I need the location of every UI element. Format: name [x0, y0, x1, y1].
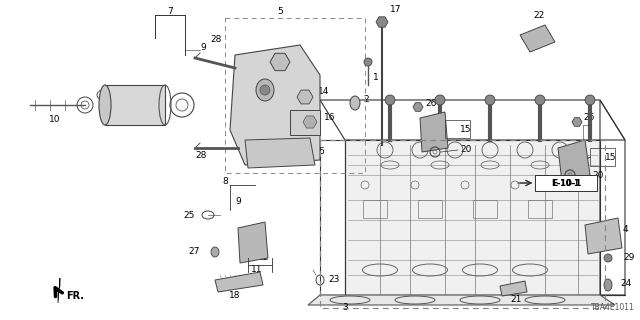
Polygon shape: [520, 25, 555, 52]
Polygon shape: [270, 53, 290, 71]
Text: 20: 20: [592, 171, 604, 180]
Text: 9: 9: [235, 197, 241, 206]
Text: 17: 17: [390, 5, 401, 14]
Ellipse shape: [211, 247, 219, 257]
Circle shape: [260, 85, 270, 95]
Text: 8: 8: [222, 178, 228, 187]
Ellipse shape: [350, 96, 360, 110]
Bar: [590, 148, 615, 166]
Polygon shape: [558, 140, 590, 182]
Polygon shape: [376, 17, 388, 27]
Text: 15: 15: [605, 153, 616, 162]
Polygon shape: [585, 218, 622, 254]
Text: 25: 25: [184, 211, 195, 220]
Polygon shape: [420, 112, 448, 152]
Text: 26: 26: [425, 99, 436, 108]
Text: 27: 27: [189, 247, 200, 257]
Ellipse shape: [256, 79, 274, 101]
Text: 6: 6: [318, 148, 324, 156]
Bar: [320, 140, 605, 308]
Polygon shape: [230, 45, 320, 165]
Text: 18: 18: [229, 291, 241, 300]
Text: E-10-1: E-10-1: [552, 179, 580, 188]
Circle shape: [435, 95, 445, 105]
Polygon shape: [297, 90, 313, 104]
Text: 28: 28: [210, 36, 221, 44]
Text: 26: 26: [583, 114, 595, 123]
Text: 19: 19: [255, 76, 266, 84]
Polygon shape: [245, 138, 315, 168]
Text: 29: 29: [623, 252, 634, 261]
Bar: [290, 110, 320, 135]
Polygon shape: [238, 222, 268, 263]
Bar: [445, 120, 470, 138]
Text: E-10-1: E-10-1: [551, 179, 581, 188]
Text: 21: 21: [510, 294, 522, 303]
Polygon shape: [413, 103, 423, 111]
Polygon shape: [308, 295, 615, 305]
Text: 7: 7: [167, 6, 173, 15]
Ellipse shape: [604, 279, 612, 291]
Text: 20: 20: [460, 146, 472, 155]
Text: 16: 16: [324, 114, 335, 123]
Bar: [418, 200, 442, 218]
Text: 3: 3: [342, 303, 348, 313]
Text: 9: 9: [200, 44, 205, 52]
Circle shape: [364, 58, 372, 66]
Text: 1: 1: [373, 74, 379, 83]
Text: 4: 4: [623, 226, 628, 235]
Text: 2: 2: [363, 95, 369, 105]
Polygon shape: [215, 272, 263, 292]
Bar: [225, 18, 365, 173]
Circle shape: [385, 95, 395, 105]
Text: 22: 22: [533, 11, 544, 20]
Bar: [528, 200, 552, 218]
Ellipse shape: [99, 85, 111, 125]
Text: 10: 10: [49, 116, 61, 124]
Polygon shape: [500, 281, 527, 296]
Text: 28: 28: [195, 150, 206, 159]
Text: 15: 15: [460, 125, 472, 134]
Circle shape: [604, 254, 612, 262]
Polygon shape: [303, 116, 317, 128]
Bar: [535, 175, 597, 191]
Text: 14: 14: [318, 87, 330, 97]
Polygon shape: [58, 278, 60, 303]
Text: 11: 11: [252, 266, 263, 275]
Polygon shape: [572, 118, 582, 126]
Text: 23: 23: [328, 276, 339, 284]
Text: 13: 13: [271, 50, 283, 59]
Circle shape: [585, 95, 595, 105]
Bar: [320, 140, 605, 308]
Bar: [535, 175, 597, 191]
Text: TBA4E1011: TBA4E1011: [591, 303, 635, 312]
Polygon shape: [105, 85, 165, 125]
Polygon shape: [345, 140, 600, 295]
Bar: [363, 200, 387, 218]
Text: FR.: FR.: [66, 291, 84, 301]
Bar: [473, 200, 497, 218]
Circle shape: [485, 95, 495, 105]
Text: 24: 24: [620, 279, 631, 289]
Text: 12: 12: [258, 253, 269, 262]
Text: 5: 5: [277, 7, 283, 17]
Circle shape: [535, 95, 545, 105]
